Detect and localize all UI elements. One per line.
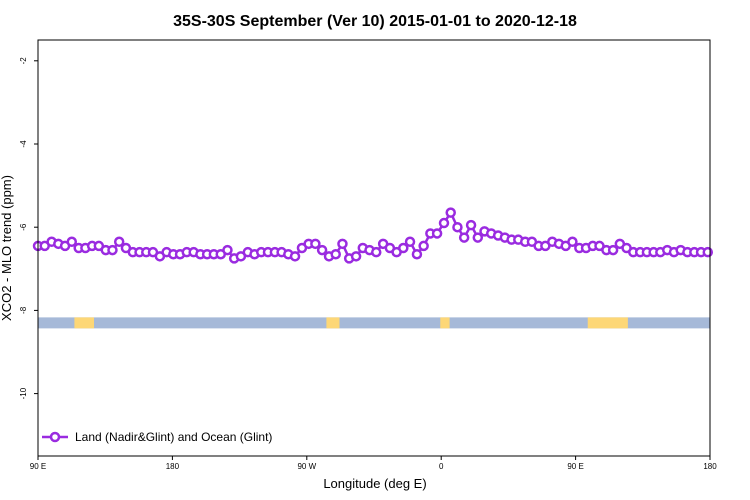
data-point bbox=[337, 238, 348, 250]
land-segment bbox=[587, 317, 628, 329]
data-point bbox=[411, 248, 423, 260]
legend: Land (Nadir&Glint) and Ocean (Glint) bbox=[42, 430, 272, 444]
data-point bbox=[418, 240, 429, 252]
chart-title: 35S-30S September (Ver 10) 2015-01-01 to… bbox=[173, 13, 577, 30]
data-point bbox=[113, 236, 125, 248]
legend-point-marker bbox=[49, 431, 61, 443]
land-segment bbox=[326, 317, 340, 329]
data-point bbox=[330, 248, 341, 260]
x-tick-label: 0 bbox=[439, 462, 444, 471]
plot-area bbox=[32, 207, 714, 329]
data-point bbox=[445, 207, 456, 218]
data-point bbox=[370, 246, 382, 258]
x-axis-label: Longitude (deg E) bbox=[323, 476, 426, 491]
y-tick-label: -8 bbox=[19, 306, 28, 314]
plot-frame bbox=[37, 39, 711, 457]
data-point bbox=[452, 221, 463, 233]
data-point bbox=[222, 244, 233, 256]
y-axis-ticks: -2 -4 -6 -8 -10 bbox=[19, 57, 38, 399]
x-tick-label: 90 W bbox=[297, 462, 316, 471]
data-point bbox=[465, 219, 477, 231]
data-point bbox=[607, 244, 619, 256]
data-point bbox=[310, 238, 321, 250]
data-point bbox=[702, 246, 714, 258]
y-tick-label: -4 bbox=[19, 140, 28, 148]
y-tick-label: -6 bbox=[19, 223, 28, 231]
data-point bbox=[350, 251, 362, 262]
y-axis-label: XCO2 - MLO trend (ppm) bbox=[0, 175, 14, 321]
data-point bbox=[107, 244, 118, 256]
data-point bbox=[458, 232, 470, 243]
data-point bbox=[316, 244, 328, 256]
y-tick-label: -2 bbox=[19, 57, 28, 65]
ocean-bar bbox=[38, 317, 710, 329]
x-tick-label: 90 E bbox=[30, 462, 46, 471]
legend-label: Land (Nadir&Glint) and Ocean (Glint) bbox=[75, 430, 272, 444]
x-tick-label: 180 bbox=[166, 462, 180, 471]
land-segment bbox=[440, 317, 450, 329]
data-point bbox=[567, 236, 578, 248]
y-tick-label: -10 bbox=[19, 387, 28, 399]
data-point bbox=[289, 251, 301, 262]
data-point bbox=[472, 232, 484, 243]
x-tick-label: 180 bbox=[703, 462, 717, 471]
data-point bbox=[431, 228, 443, 239]
data-point bbox=[438, 217, 450, 229]
x-tick-label: 90 E bbox=[567, 462, 583, 471]
data-point bbox=[66, 236, 78, 248]
data-point bbox=[398, 242, 409, 254]
data-point bbox=[404, 236, 416, 248]
land-segment bbox=[74, 317, 94, 329]
x-axis-ticks: 90 E 180 90 W 0 90 E 180 bbox=[30, 456, 717, 471]
